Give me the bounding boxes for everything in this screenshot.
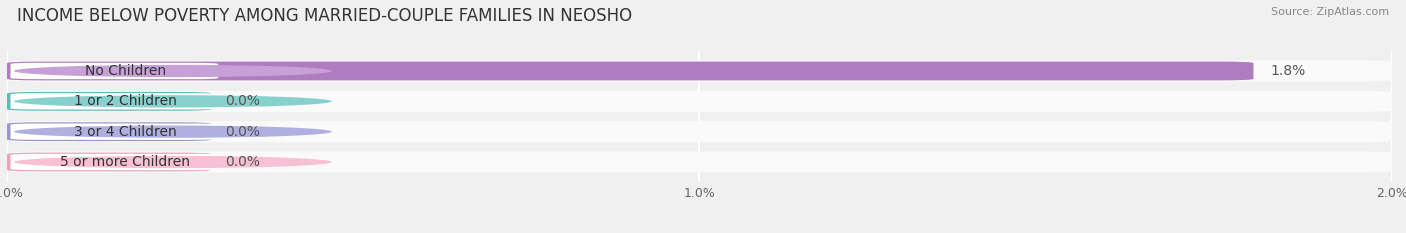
Ellipse shape <box>14 156 332 168</box>
Text: 5 or more Children: 5 or more Children <box>60 155 190 169</box>
Ellipse shape <box>14 95 332 107</box>
Text: 1.8%: 1.8% <box>1271 64 1306 78</box>
FancyBboxPatch shape <box>7 62 1254 80</box>
Text: Source: ZipAtlas.com: Source: ZipAtlas.com <box>1271 7 1389 17</box>
Text: 0.0%: 0.0% <box>225 125 260 139</box>
Text: 3 or 4 Children: 3 or 4 Children <box>73 125 177 139</box>
FancyBboxPatch shape <box>7 122 211 141</box>
FancyBboxPatch shape <box>7 60 1392 82</box>
Ellipse shape <box>14 126 332 138</box>
Text: 1 or 2 Children: 1 or 2 Children <box>73 94 177 108</box>
Text: No Children: No Children <box>84 64 166 78</box>
FancyBboxPatch shape <box>10 154 218 170</box>
FancyBboxPatch shape <box>10 123 218 140</box>
Text: 0.0%: 0.0% <box>225 94 260 108</box>
FancyBboxPatch shape <box>10 63 218 79</box>
FancyBboxPatch shape <box>7 121 1392 142</box>
FancyBboxPatch shape <box>7 151 1392 173</box>
Ellipse shape <box>14 65 332 77</box>
Text: 0.0%: 0.0% <box>225 155 260 169</box>
FancyBboxPatch shape <box>7 91 1392 112</box>
FancyBboxPatch shape <box>7 92 211 111</box>
Text: INCOME BELOW POVERTY AMONG MARRIED-COUPLE FAMILIES IN NEOSHO: INCOME BELOW POVERTY AMONG MARRIED-COUPL… <box>17 7 633 25</box>
FancyBboxPatch shape <box>10 93 218 110</box>
FancyBboxPatch shape <box>7 153 211 171</box>
